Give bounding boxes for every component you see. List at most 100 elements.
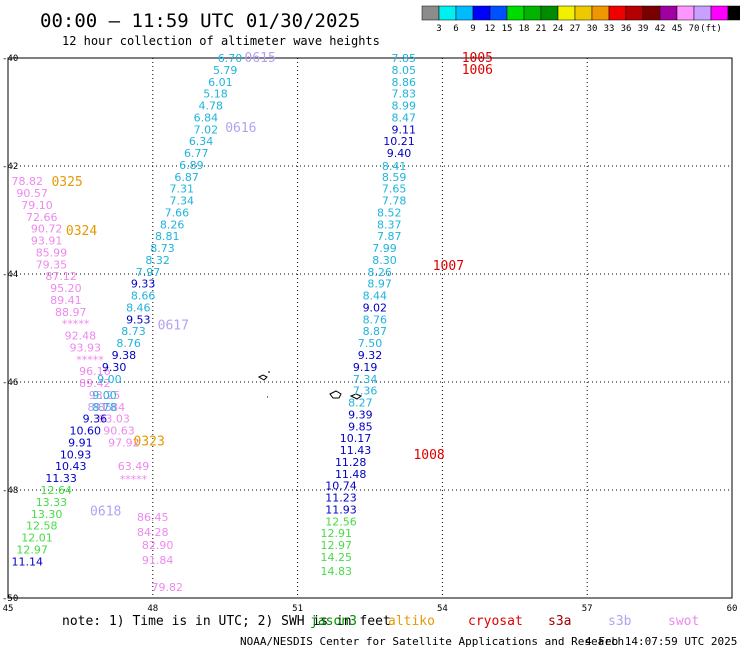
wave-height-value: 78.82 (12, 175, 44, 188)
wave-height-value: 13.30 (31, 508, 63, 521)
wave-height-value: 79.10 (21, 199, 53, 212)
wave-height-value: 8.97 (367, 278, 392, 291)
wave-height-value: 7.85 (392, 52, 417, 65)
wave-height-value: 8.37 (377, 218, 402, 231)
wave-height-value: 8.87 (363, 325, 388, 338)
color-swatch (472, 5, 491, 21)
wave-height-value: 90.63 (103, 425, 135, 438)
island-outlines (257, 371, 363, 400)
wave-height-value: 72.66 (26, 211, 58, 224)
color-swatch (659, 5, 678, 21)
wave-height-value: 89.41 (50, 294, 82, 307)
color-swatch (557, 5, 576, 21)
wave-height-value: 8.81 (155, 230, 180, 243)
wave-height-value: ***** (62, 318, 90, 331)
color-swatch (523, 5, 542, 21)
wave-height-value: 12.58 (26, 520, 58, 533)
wave-height-value: 90.57 (16, 187, 48, 200)
satellite-legend-item: swot (668, 614, 699, 629)
color-swatch (727, 5, 740, 21)
wave-height-value: 10.93 (60, 448, 92, 461)
footer-note: note: 1) Time is in UTC; 2) SWH is in fe… (62, 614, 391, 629)
island-outline (349, 393, 363, 400)
color-scale-label: 12 (485, 24, 496, 34)
plot-area: 45 48 51 54 57 60 -40-42-44-46-48-50 78.8290.… (2, 51, 737, 614)
chart-subtitle: 12 hour collection of altimeter wave hei… (62, 34, 380, 48)
wave-height-value: 7.97 (136, 266, 161, 279)
wave-height-value: 8.73 (150, 242, 175, 255)
color-scale-label: 33 (604, 24, 615, 34)
wave-height-value: 8.52 (377, 206, 402, 219)
wave-height-value: 8.32 (145, 254, 170, 267)
wave-height-value: 93.25 (89, 389, 121, 402)
wave-height-value: 85.99 (36, 246, 68, 259)
y-tick-label: -40 (2, 54, 18, 64)
wave-height-value: 97.92 (108, 436, 140, 449)
wave-height-value: 10.74 (325, 480, 357, 493)
y-tick-label: -48 (2, 486, 18, 496)
chart-title: 00:00 – 11:59 UTC 01/30/2025 (40, 10, 360, 32)
y-tick-label: -50 (2, 594, 18, 604)
wave-height-value: 12.97 (320, 539, 352, 552)
wave-height-value: 9.40 (387, 147, 412, 160)
wave-height-value: 84.28 (137, 526, 169, 539)
color-swatch (421, 5, 440, 21)
satellite-legend: jason3 altiko cryosat s3a s3b swot (310, 614, 699, 629)
wave-height-value: 12.56 (325, 515, 357, 528)
wave-height-value: 8.73 (121, 325, 146, 338)
pass-label: 0618 (90, 505, 121, 520)
wave-height-value: 9.30 (102, 361, 127, 374)
wave-height-value: 6.89 (179, 159, 204, 172)
wave-height-value: 88.97 (55, 306, 87, 319)
color-scale-label: 15 (502, 24, 513, 34)
wave-height-value: 79.35 (36, 258, 68, 271)
island-outline (257, 374, 268, 381)
wave-height-value: 9.32 (358, 349, 383, 362)
wave-height-value: 8.59 (382, 171, 407, 184)
pass-label: 0323 (133, 434, 164, 449)
wave-height-value: 93.91 (31, 235, 63, 248)
color-scale-label: 24 (553, 24, 564, 34)
wave-height-value: 11.93 (325, 503, 357, 516)
color-scale-label: 21 (536, 24, 547, 34)
wave-height-value: 7.66 (165, 206, 190, 219)
color-swatch (693, 5, 712, 21)
wave-height-value: 12.01 (21, 532, 53, 545)
pass-label: 0324 (66, 224, 97, 239)
wave-height-value: 12.91 (320, 527, 352, 540)
satellite-legend-item: cryosat (468, 614, 523, 629)
wave-height-value: 5.18 (203, 88, 228, 101)
wave-height-value: 11.33 (45, 472, 77, 485)
color-scale-label: 3 (436, 24, 441, 34)
wave-height-value: 9.33 (131, 278, 156, 291)
wave-height-value: 11.14 (12, 555, 44, 568)
wave-height-value: 7.50 (358, 337, 383, 350)
wave-height-value: 6.01 (208, 76, 233, 89)
color-swatch (625, 5, 644, 21)
wave-height-value: 96.16 (79, 365, 111, 378)
wave-height-value: 7.31 (170, 183, 195, 196)
wave-height-value: 5.79 (213, 64, 238, 77)
wave-height-value: 9.02 (363, 301, 388, 314)
pass-label: 1005 (462, 51, 493, 66)
y-tick-label: -46 (2, 378, 18, 388)
color-scale-label: 42 (655, 24, 666, 34)
color-scale-bar: 3 6 9 12 15 18 21 24 27 30 33 36 39 42 45 70 (ft) (421, 5, 740, 34)
wave-height-value: 8.66 (131, 290, 156, 303)
wave-height-value: 8.05 (392, 64, 417, 77)
color-swatch (608, 5, 627, 21)
wave-height-value: 8.85 (87, 401, 112, 414)
pass-label: 0617 (158, 318, 189, 333)
wave-height-value: 12.97 (16, 543, 48, 556)
wave-height-value: 95.20 (50, 282, 82, 295)
wave-height-value: 89.42 (79, 377, 111, 390)
wave-height-value: 8.26 (160, 218, 185, 231)
wave-height-value: 6.84 (194, 111, 219, 124)
wave-height-value: 6.87 (174, 171, 199, 184)
satellite-legend-item: altiko (388, 614, 435, 629)
wave-height-value: 63.49 (118, 460, 150, 473)
wave-height-value: 11.28 (335, 456, 367, 469)
color-scale-label: 39 (638, 24, 649, 34)
color-swatch (506, 5, 525, 21)
